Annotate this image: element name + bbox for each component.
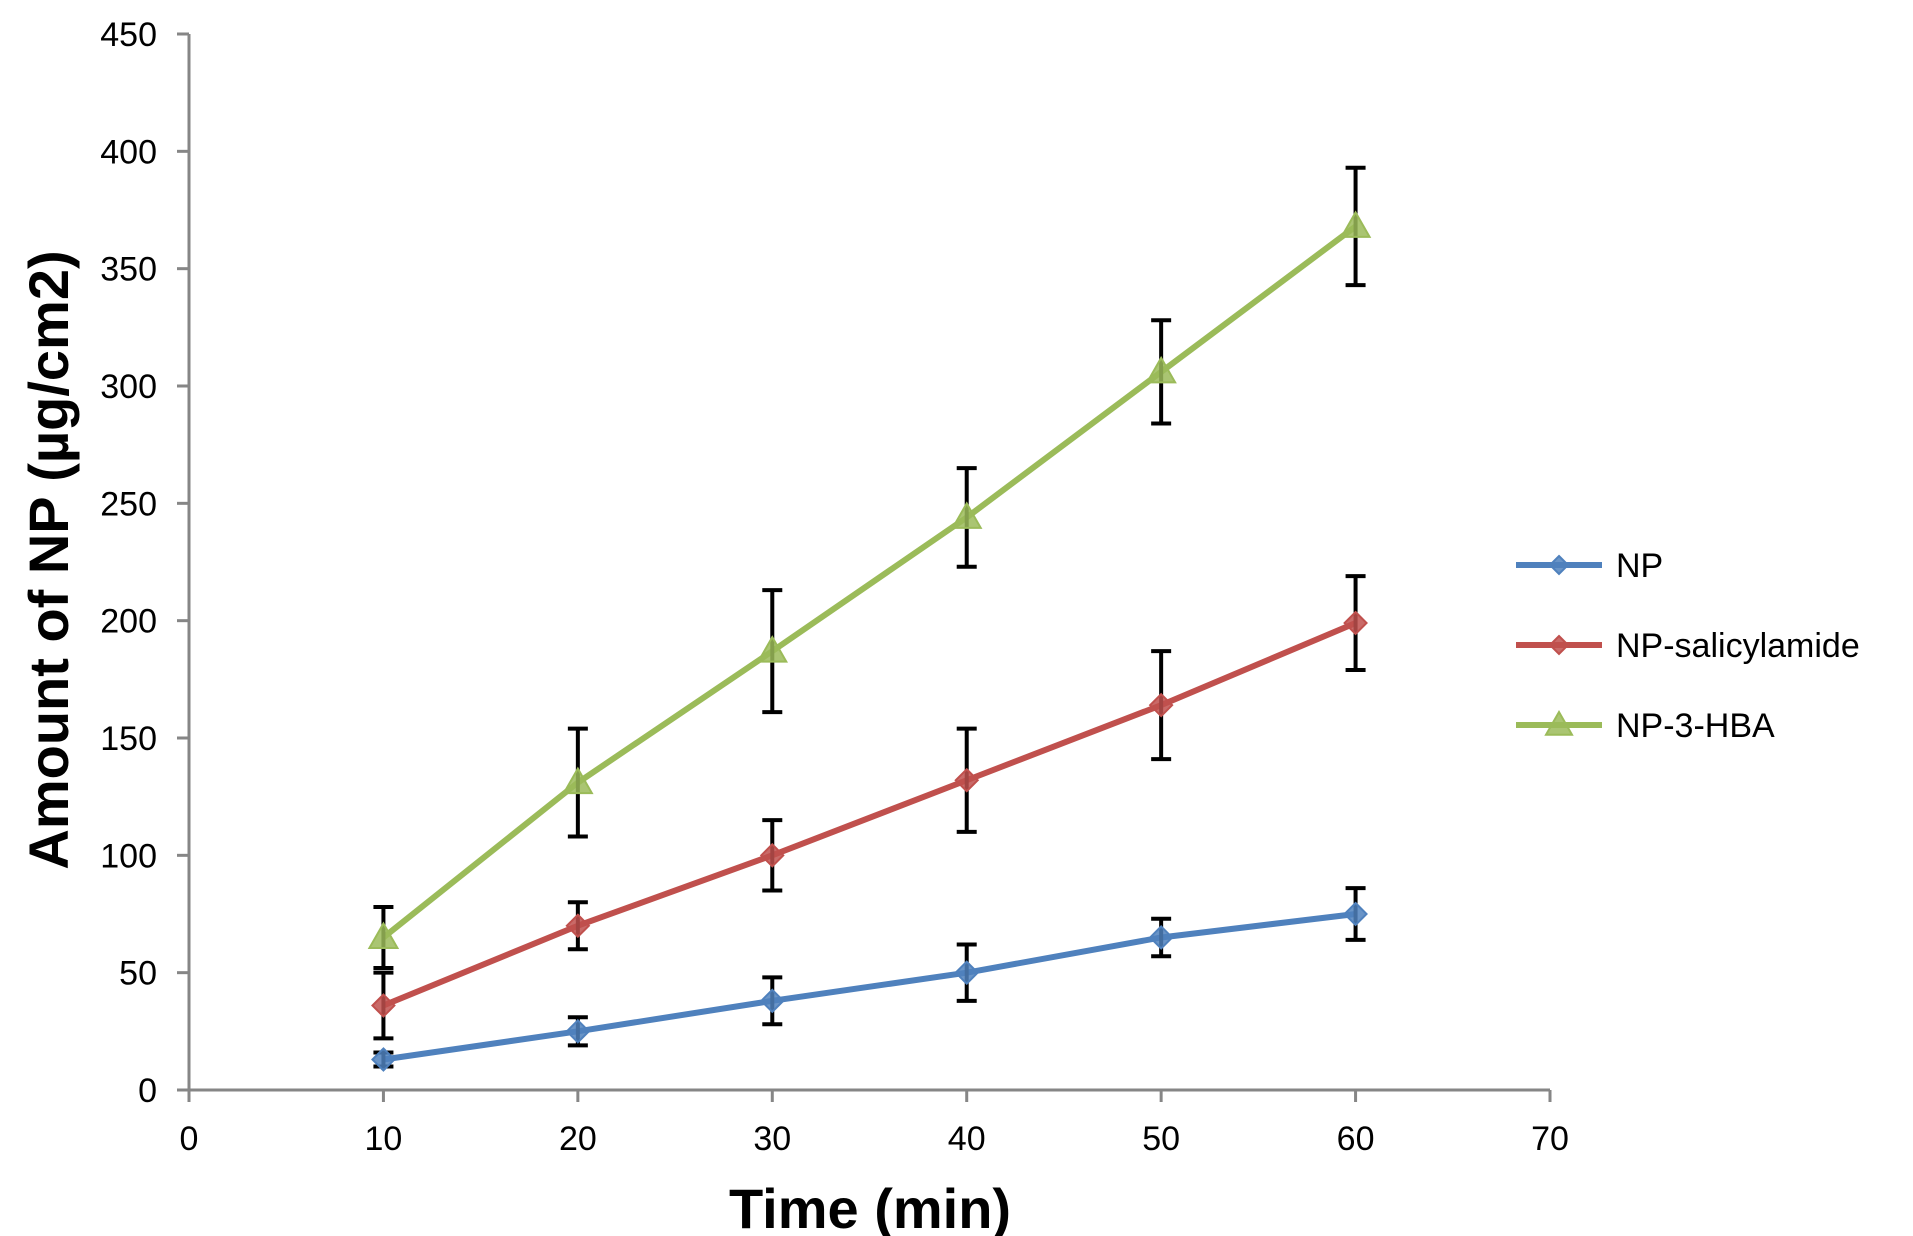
series-np [371,886,1368,1072]
series-line-np-3-hba [381,224,1358,940]
series-np-3-hba [367,165,1372,970]
series-layer [367,165,1372,1072]
data-point-np-3-hba [367,921,400,949]
y-tick-label: 150 [100,720,157,758]
x-tick-label: 50 [1142,1120,1180,1158]
x-tick-label: 30 [753,1120,791,1158]
data-point-np-3-hba [562,766,594,795]
y-tick-label: 50 [119,955,157,993]
x-tick-label: 70 [1531,1120,1569,1158]
axes [187,34,1550,1092]
series-line-np-salicylamide [382,620,1357,1009]
data-point-np-3-hba [950,501,983,529]
data-point-np-3-hba [756,635,789,663]
y-tick-label: 200 [100,603,157,641]
x-axis-title: Time (min) [729,1177,1011,1236]
legend-item-np-3-hba: NP-3-HBA [1516,707,1775,745]
data-point-np-3-hba [1145,355,1177,384]
y-tick-label: 300 [100,368,157,406]
y-axis-title: Amount of NP (µg/cm2) [17,250,80,869]
data-point-np [759,988,785,1014]
data-point-np-salicylamide [954,767,980,793]
y-tick-label: 400 [100,133,157,171]
data-point-np-salicylamide [1343,610,1368,636]
data-point-np [954,960,980,986]
legend-swatch-marker [1548,634,1570,656]
x-tick-label: 10 [365,1120,403,1158]
legend-label: NP-salicylamide [1616,627,1860,665]
y-tick-label: 0 [138,1072,157,1110]
x-tick-label: 0 [180,1120,199,1158]
x-tick-label: 40 [948,1120,986,1158]
x-tick-label: 20 [559,1120,597,1158]
y-tick-label: 350 [100,251,157,289]
series-np-salicylamide [371,574,1368,1041]
data-point-np-salicylamide [759,842,785,868]
legend: NP NP-salicylamide NP-3-HBA [1516,547,1860,745]
data-point-np-salicylamide [371,993,396,1018]
data-point-np-salicylamide [1148,692,1174,718]
ticks: 0 50 100 150 200 250 300 350 400 450 0 10 20 30 40 50 60… [100,16,1569,1158]
legend-swatch-marker [1548,554,1570,576]
legend-item-np: NP [1516,547,1663,585]
data-point-np-salicylamide [565,913,591,939]
y-tick-label: 250 [100,485,157,523]
y-tick-label: 100 [100,837,157,875]
data-point-np [1343,901,1368,927]
data-point-np [1148,925,1174,950]
x-tick-label: 60 [1337,1120,1375,1158]
data-point-np [565,1018,591,1044]
series-line-np [382,911,1356,1063]
data-point-np-3-hba [1339,210,1372,238]
legend-swatch-marker [1544,709,1574,736]
legend-label: NP [1616,547,1663,585]
legend-item-np-salicylamide: NP-salicylamide [1516,627,1860,665]
legend-label: NP-3-HBA [1616,707,1775,745]
y-tick-label: 450 [100,16,157,54]
data-point-np [371,1047,396,1072]
